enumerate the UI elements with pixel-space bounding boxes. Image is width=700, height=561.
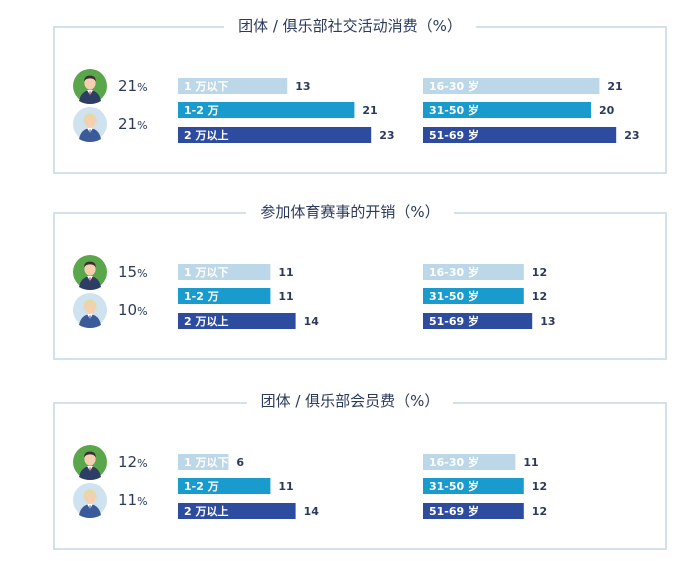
income-category-label: 1-2 万 bbox=[184, 104, 219, 117]
gender-share-number: 11 bbox=[118, 491, 138, 509]
age-value-label: 23 bbox=[624, 129, 639, 142]
age-category-label: 16-30 岁 bbox=[429, 265, 479, 279]
income-category-label: 1-2 万 bbox=[184, 290, 219, 303]
income-value-label: 11 bbox=[278, 480, 293, 493]
income-category-label: 1 万以下 bbox=[184, 266, 228, 279]
age-bar bbox=[423, 478, 524, 494]
age-bar bbox=[423, 454, 516, 470]
gender-share-value: 15% bbox=[118, 263, 148, 283]
income-value-label: 21 bbox=[362, 104, 377, 117]
age-value-label: 21 bbox=[607, 80, 622, 93]
gender-share-value: 12% bbox=[118, 453, 148, 473]
age-bar bbox=[423, 503, 524, 519]
female-avatar-icon bbox=[72, 482, 108, 518]
gender-share-value: 21% bbox=[118, 115, 148, 135]
income-bar bbox=[178, 127, 372, 143]
income-value-label: 14 bbox=[304, 315, 320, 328]
percent-unit: % bbox=[137, 267, 148, 280]
income-value-label: 11 bbox=[278, 266, 293, 279]
income-category-label: 2 万以上 bbox=[184, 314, 228, 328]
chart-title-text: 团体 / 俱乐部社交活动消费（%） bbox=[224, 17, 476, 35]
age-bar bbox=[423, 102, 591, 118]
age-value-label: 12 bbox=[532, 266, 547, 279]
income-value-label: 23 bbox=[379, 129, 394, 142]
age-value-label: 11 bbox=[523, 456, 538, 469]
age-category-label: 51-69 岁 bbox=[429, 504, 479, 518]
age-category-label: 51-69 岁 bbox=[429, 314, 479, 328]
age-bar bbox=[423, 78, 600, 94]
percent-unit: % bbox=[137, 305, 148, 318]
gender-share-value: 21% bbox=[118, 77, 148, 97]
income-category-label: 1 万以下 bbox=[184, 80, 228, 93]
female-avatar-icon bbox=[72, 292, 108, 328]
income-value-label: 6 bbox=[236, 456, 244, 469]
gender-share-number: 21 bbox=[118, 77, 138, 95]
gender-share-number: 15 bbox=[118, 263, 138, 281]
age-category-label: 16-30 岁 bbox=[429, 79, 479, 93]
percent-unit: % bbox=[137, 119, 148, 132]
income-category-label: 1-2 万 bbox=[184, 480, 219, 493]
percent-unit: % bbox=[137, 81, 148, 94]
gender-share-number: 12 bbox=[118, 453, 138, 471]
gender-share-value: 10% bbox=[118, 301, 148, 321]
age-value-label: 12 bbox=[532, 505, 547, 518]
gender-share-value: 11% bbox=[118, 491, 148, 511]
income-bar bbox=[178, 78, 288, 94]
income-category-label: 2 万以上 bbox=[184, 504, 228, 518]
income-value-label: 11 bbox=[278, 290, 293, 303]
income-value-label: 14 bbox=[304, 505, 320, 518]
chart-title: 团体 / 俱乐部社交活动消费（%） bbox=[0, 16, 700, 36]
income-bar bbox=[178, 288, 271, 304]
income-bar bbox=[178, 454, 229, 470]
gender-share-number: 10 bbox=[118, 301, 138, 319]
age-bar bbox=[423, 127, 617, 143]
female-avatar-icon bbox=[72, 106, 108, 142]
male-avatar-icon bbox=[72, 444, 108, 480]
percent-unit: % bbox=[137, 495, 148, 508]
age-bar bbox=[423, 313, 533, 329]
male-avatar-icon bbox=[72, 68, 108, 104]
age-bar bbox=[423, 288, 524, 304]
income-category-label: 2 万以上 bbox=[184, 128, 228, 142]
chart-title: 参加体育赛事的开销（%） bbox=[0, 202, 700, 222]
age-value-label: 12 bbox=[532, 290, 547, 303]
income-bar bbox=[178, 478, 271, 494]
chart-title-text: 参加体育赛事的开销（%） bbox=[246, 203, 454, 221]
chart-title: 团体 / 俱乐部会员费（%） bbox=[0, 391, 700, 411]
income-value-label: 13 bbox=[295, 80, 310, 93]
age-category-label: 31-50 岁 bbox=[429, 103, 479, 117]
age-bar bbox=[423, 264, 524, 280]
income-bar bbox=[178, 313, 296, 329]
income-bar bbox=[178, 264, 271, 280]
income-bar bbox=[178, 503, 296, 519]
age-category-label: 51-69 岁 bbox=[429, 128, 479, 142]
income-bar bbox=[178, 102, 355, 118]
age-category-label: 16-30 岁 bbox=[429, 455, 479, 469]
gender-share-number: 21 bbox=[118, 115, 138, 133]
age-value-label: 13 bbox=[540, 315, 555, 328]
age-category-label: 31-50 岁 bbox=[429, 289, 479, 303]
age-value-label: 20 bbox=[599, 104, 615, 117]
age-category-label: 31-50 岁 bbox=[429, 479, 479, 493]
age-value-label: 12 bbox=[532, 480, 547, 493]
chart-title-text: 团体 / 俱乐部会员费（%） bbox=[246, 392, 454, 410]
percent-unit: % bbox=[137, 457, 148, 470]
male-avatar-icon bbox=[72, 254, 108, 290]
income-category-label: 1 万以下 bbox=[184, 456, 228, 469]
